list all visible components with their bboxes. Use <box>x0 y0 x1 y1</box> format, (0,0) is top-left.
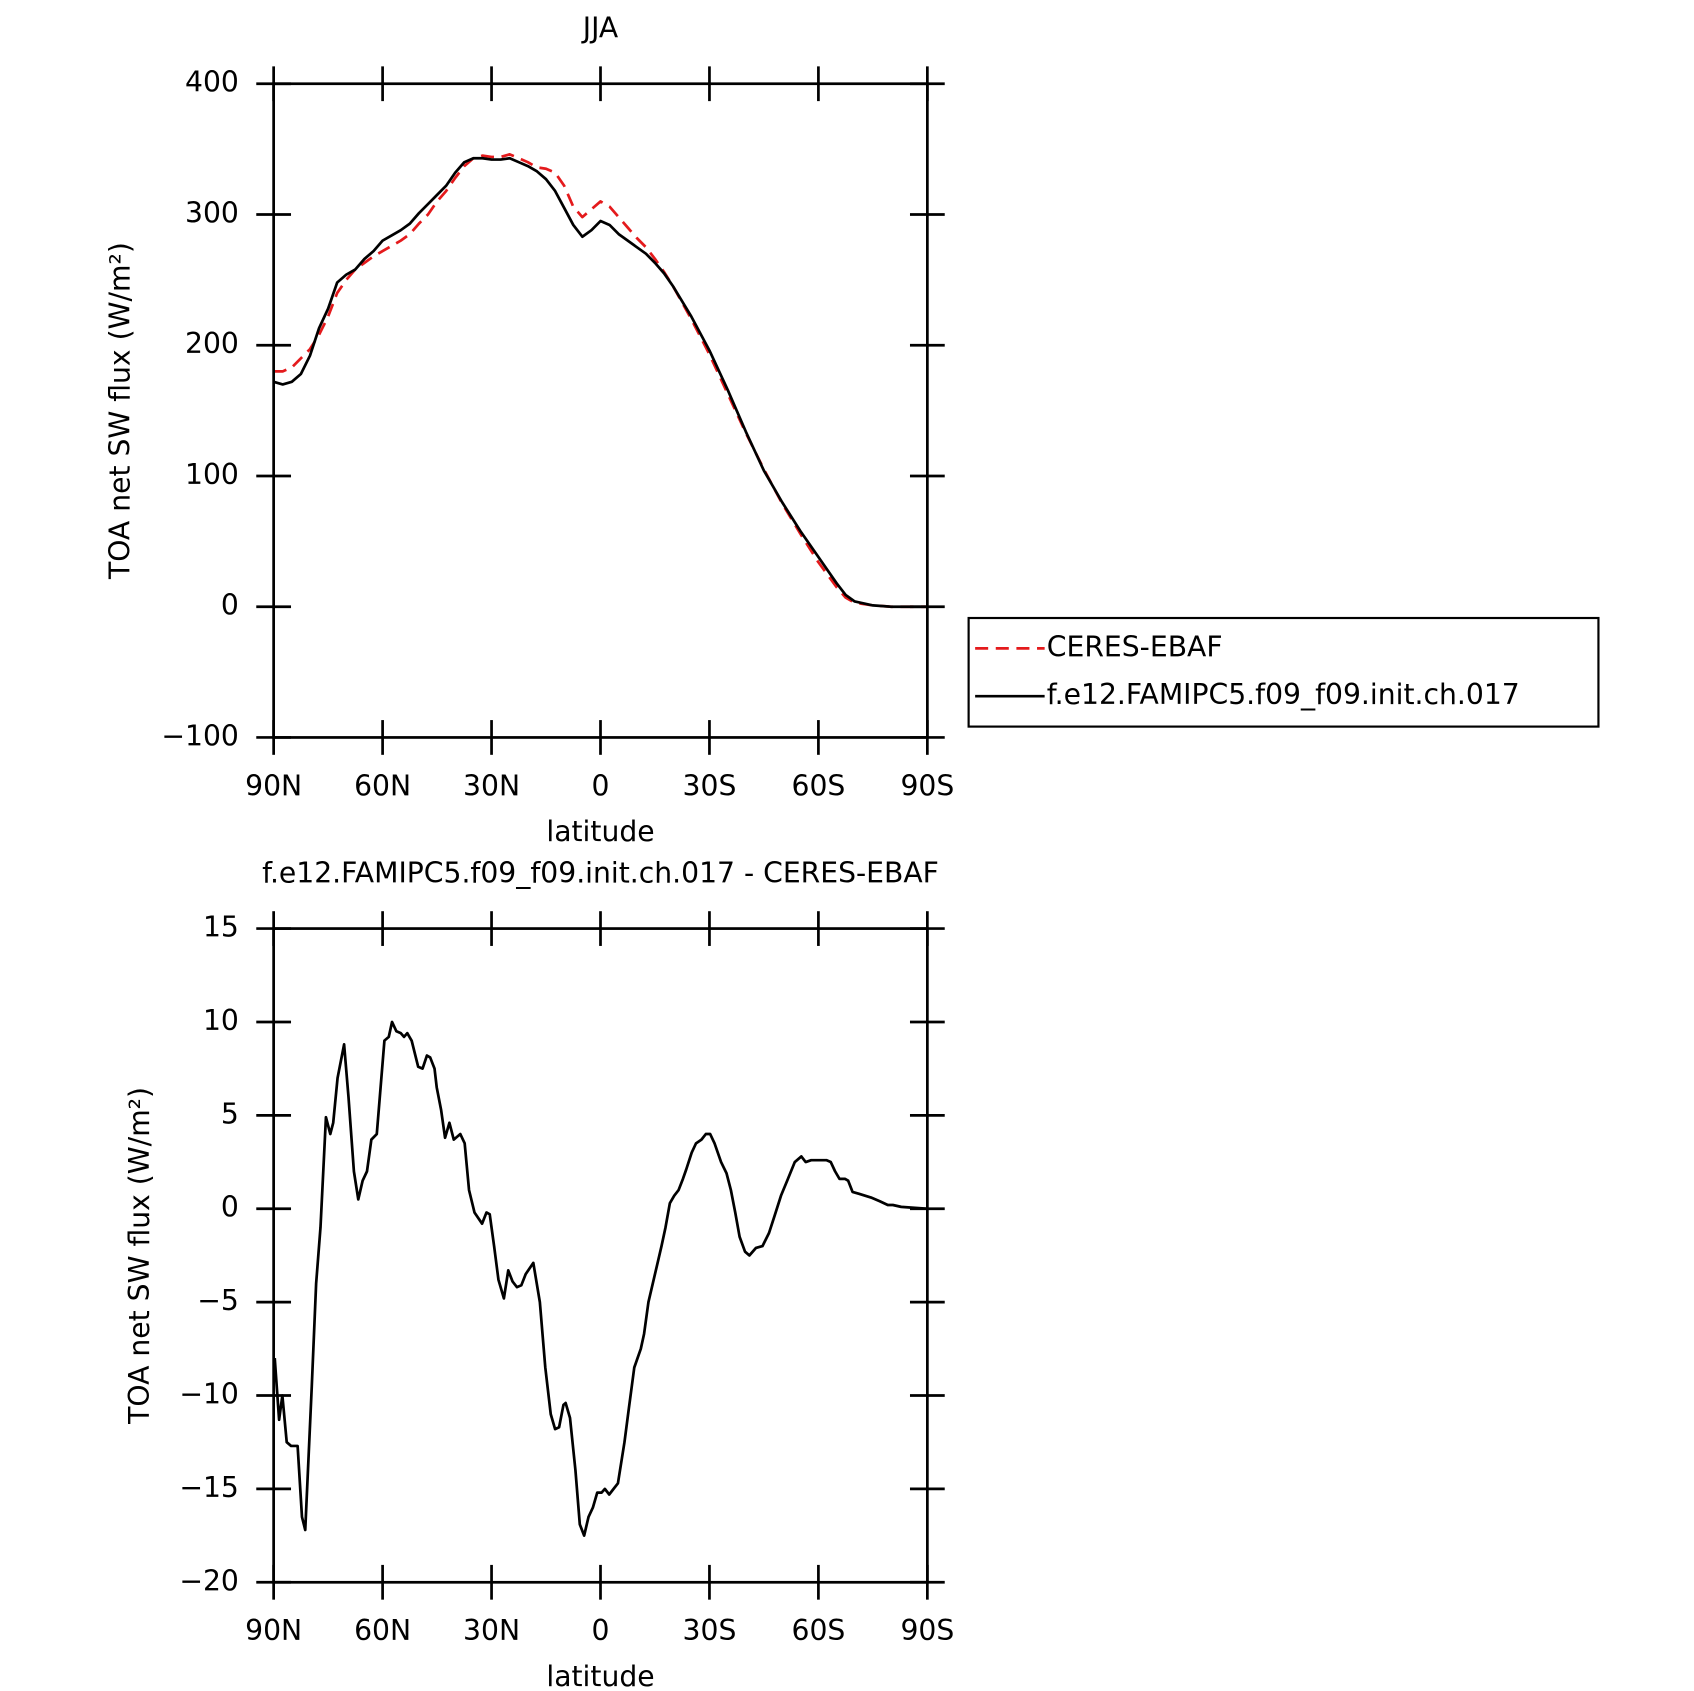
y-tick-label: 0 <box>221 1191 239 1224</box>
chart-title: f.e12.FAMIPC5.f09_f09.init.ch.017 - CERE… <box>262 856 939 889</box>
y-tick-label: −100 <box>161 719 239 752</box>
y-axis-label: TOA net SW flux (W/m²) <box>123 1087 156 1425</box>
x-tick-label: 90N <box>245 1614 302 1647</box>
data-line <box>273 1020 928 1537</box>
x-tick-label: 60N <box>354 1614 411 1647</box>
x-tick-label: 0 <box>592 769 610 802</box>
x-tick-label: 90S <box>900 769 954 802</box>
y-tick-label: −20 <box>179 1564 239 1597</box>
y-tick-label: 300 <box>185 196 239 229</box>
y-tick-label: −15 <box>179 1471 239 1504</box>
data-line <box>273 156 928 609</box>
legend-box <box>967 616 1600 728</box>
x-axis-label: latitude <box>546 1660 654 1691</box>
x-tick-label: 60S <box>791 769 845 802</box>
y-tick-label: 10 <box>203 1004 239 1037</box>
x-tick-label: 90N <box>245 769 302 802</box>
x-tick-label: 30N <box>463 769 520 802</box>
y-tick-label: 5 <box>221 1097 239 1130</box>
y-axis-label: TOA net SW flux (W/m²) <box>104 242 137 580</box>
x-tick-label: 60N <box>354 769 411 802</box>
y-tick-label: −10 <box>179 1378 239 1411</box>
legend-label: f.e12.FAMIPC5.f09_f09.init.ch.017 <box>1047 678 1520 711</box>
plot-frame <box>272 927 929 1584</box>
legend-label: CERES-EBAF <box>1047 630 1223 663</box>
chart-title: JJA <box>581 11 619 44</box>
y-tick-label: 15 <box>203 911 239 944</box>
y-tick-label: 400 <box>185 66 239 99</box>
x-tick-label: 30N <box>463 1614 520 1647</box>
y-tick-label: 100 <box>185 458 239 491</box>
y-tick-label: 0 <box>221 589 239 622</box>
x-tick-label: 30S <box>683 769 737 802</box>
x-tick-label: 30S <box>683 1614 737 1647</box>
x-tick-label: 60S <box>791 1614 845 1647</box>
x-tick-label: 0 <box>592 1614 610 1647</box>
y-tick-label: −5 <box>197 1284 239 1317</box>
plot-frame <box>272 82 929 739</box>
x-tick-label: 90S <box>900 1614 954 1647</box>
y-tick-label: 200 <box>185 327 239 360</box>
x-axis-label: latitude <box>546 815 654 848</box>
